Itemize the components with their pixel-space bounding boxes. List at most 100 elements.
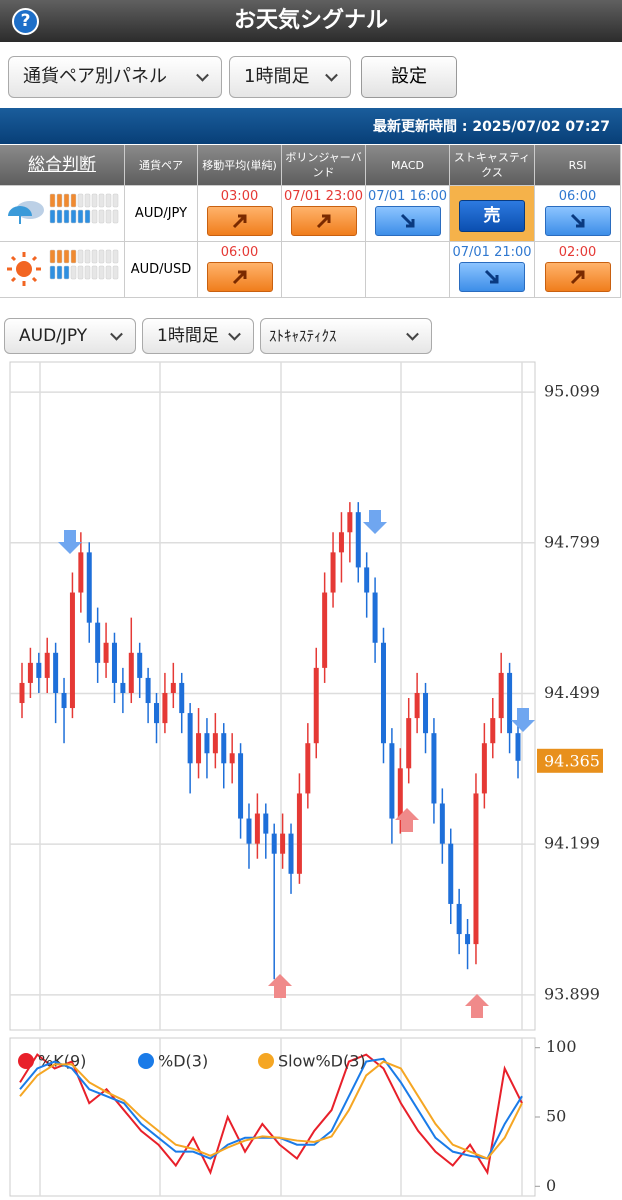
candle-body [212,733,218,754]
weather-icon [8,193,119,224]
column-header: 移動平均(単純) [198,145,282,186]
candle-body [19,682,25,704]
chart-timeframe-select[interactable]: 1時間足 [142,318,254,354]
candle-body [448,843,454,904]
candle-body [465,934,471,945]
signal-arrow[interactable] [544,262,611,292]
signal-arrow[interactable] [206,206,273,236]
y-tick-label: 93.899 [544,984,600,1003]
signal-arrow[interactable] [374,206,441,236]
candle-body [397,768,403,819]
candle-body [128,652,134,693]
legend-label: %K(9) [38,1052,86,1071]
candle-body [229,753,235,764]
y-tick-label: 94.199 [544,834,600,853]
candle-body [86,552,92,623]
weather-cell [0,186,125,242]
signal-cell: 03:00 [198,186,282,242]
legend-marker [258,1053,274,1069]
last-price-box [537,748,603,773]
column-header: ストキャスティクス [450,145,535,186]
signal-time: 03:00 [220,189,259,204]
y-tick-label: 100 [546,1037,577,1056]
candle-body [53,652,59,693]
pair-cell: AUD/JPY [125,186,198,242]
candle-body [473,793,479,945]
candle-body [338,532,344,553]
price-frame [9,361,536,1031]
signal-arrows [58,510,535,1018]
weather-cell [0,242,125,298]
y-tick-label: 50 [546,1107,566,1126]
candle-body [221,733,227,764]
candle-body [204,733,210,754]
candle-body [439,803,445,844]
signal-cell: 売 [450,186,535,242]
candle-body [162,692,168,724]
signal-time: 07/01 21:00 [452,245,532,260]
signal-time: 06:00 [220,245,259,260]
candle-body [103,642,109,663]
v-grid [39,362,523,1196]
arrow-icon [484,269,499,284]
candle-body [170,682,176,693]
candle-body [490,718,496,744]
y-tick-label: 94.499 [544,683,600,702]
candle-body [238,753,244,819]
column-header: ボリンジャーバンド [282,145,366,186]
signal-time: 07/01 16:00 [367,189,448,204]
candle-body [498,672,504,719]
candle-body [364,567,370,593]
signal-arrow[interactable] [206,262,273,292]
arrow-icon [316,214,330,229]
candle-body [406,718,412,769]
signal-arrow[interactable] [459,262,525,292]
candle-body [95,622,101,663]
legend-marker [138,1053,154,1069]
candle-body [389,743,395,819]
legend-label: Slow%D(3) [278,1052,366,1071]
candle-body [271,833,277,854]
signal-cell: 07/01 16:00 [366,186,450,242]
candle-body [288,833,294,874]
candle-body [44,652,50,678]
indicator-select[interactable]: ｽﾄｷｬｽﾃｨｸｽ [260,318,432,354]
signal-cell: 06:00 [535,186,621,242]
candle-body [456,903,462,935]
column-header: RSI [535,145,621,186]
series-line [19,1053,523,1176]
overall-header: 総合判断 [0,145,125,186]
candle-body [431,733,437,804]
candle-body [254,813,260,844]
sell-button[interactable]: 売 [459,200,525,232]
signal-arrow[interactable] [544,206,611,236]
candle-body [137,652,143,678]
candle-body [372,592,378,643]
y-tick-label: 94.799 [544,532,600,551]
candle-body [481,743,487,794]
arrow-icon [400,213,414,228]
signal-cell: 07/01 23:00 [282,186,366,242]
candle-body [296,793,302,874]
candle-body [355,512,361,568]
y-tick-label: 95.099 [544,382,600,401]
arrow-icon [570,213,584,228]
help-button[interactable]: ? [12,8,39,35]
y-tick-label: 0 [546,1176,556,1195]
signal-cell: 02:00 [535,242,621,298]
candle-body [313,667,319,744]
candle-body [280,833,286,854]
settings-button[interactable]: 設定 [361,56,457,98]
candle-body [507,672,513,734]
header-bar [0,0,622,42]
candle-body [322,592,328,668]
signal-cell [282,242,366,298]
panel-select[interactable]: 通貨ペア別パネル [8,56,222,98]
candle-body [154,703,160,724]
legend-marker [18,1053,34,1069]
timeframe-select[interactable]: 1時間足 [229,56,351,98]
pair-select[interactable]: AUD/JPY [4,318,136,354]
candle-body [414,692,420,719]
signal-arrow[interactable] [290,206,357,236]
